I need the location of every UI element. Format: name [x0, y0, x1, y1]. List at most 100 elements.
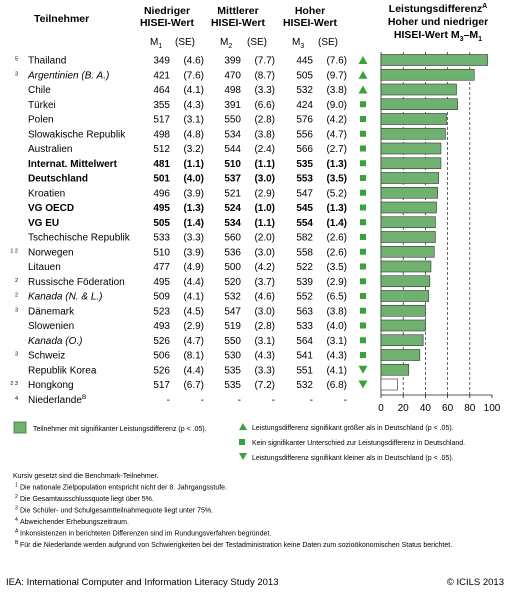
row-se-high: (4.1): [326, 365, 347, 376]
row-se-mid: (3.3): [254, 85, 275, 96]
table-row: Internat. Mittelwert 481 (1.1) 510 (1.1) 535 (…: [28, 157, 442, 170]
row-country-name: Litauen: [28, 262, 61, 273]
table-row: Slowenien 493 (2.9) 519 (2.8) 533 (4.0): [28, 319, 426, 332]
group-mid-se-label: (SE): [247, 37, 267, 48]
difference-bar: [380, 363, 410, 376]
group-header-high: Hoher HISEI-Wert M3 (SE): [283, 5, 338, 50]
row-se-mid: (4.2): [254, 262, 275, 273]
difference-bar: [380, 245, 435, 258]
row-country-name: Tschechische Republik: [28, 233, 131, 244]
row-mean-low: 421: [153, 70, 170, 81]
table-row: 3 Dänemark 523 (4.5) 547 (3.0) 563 (3.8): [15, 304, 426, 317]
footnote-marker: A: [15, 529, 19, 535]
row-mean-low: 526: [153, 336, 170, 347]
row-country-name: Schweiz: [28, 351, 65, 362]
row-mean-high: 554: [296, 218, 313, 229]
difference-bar: [380, 275, 431, 288]
row-se-high: (6.5): [326, 292, 347, 303]
row-mean-high: 445: [296, 56, 313, 67]
row-se-high: (4.3): [326, 351, 347, 362]
row-mean-mid: 399: [224, 56, 241, 67]
difference-title-line1: LeistungsdifferenzA: [389, 3, 487, 15]
row-country-name: NiederlandeB: [28, 394, 86, 406]
row-mean-mid: 535: [224, 380, 241, 391]
row-mean-mid: 534: [224, 129, 241, 140]
difference-bar: [380, 231, 436, 243]
row-se-high: (3.8): [326, 306, 347, 317]
row-se-low: (4.1): [183, 292, 204, 303]
row-country-name: Australien: [28, 144, 72, 155]
row-mean-low: 349: [153, 56, 170, 67]
footnote-marker: 3: [15, 506, 18, 512]
group-mid-line1: Mittlerer: [217, 5, 258, 17]
footnote-marker: B: [15, 540, 19, 546]
row-mean-mid: 535: [224, 365, 241, 376]
table-row: 3 Schweiz 506 (8.1) 530 (4.3) 541 (4.3): [15, 349, 421, 362]
row-se-low: (4.0): [183, 174, 204, 185]
row-mean-high: 545: [296, 203, 313, 214]
legend-square-label: Kein signifikanter Unterschied zur Leist…: [252, 440, 465, 447]
sig-square-icon: [360, 101, 366, 108]
legend-green-box: [13, 421, 27, 434]
x-axis: 0 20 40 60 80 100: [378, 394, 501, 414]
row-se-high: (2.9): [326, 277, 347, 288]
sig-square-icon: [360, 160, 366, 167]
table-row: VG OECD 495 (1.3) 524 (1.0) 545 (1.3): [28, 201, 437, 214]
row-mean-high: 535: [296, 159, 313, 170]
footnote-text: Die nationale Zielpopulation entspricht …: [20, 485, 227, 492]
row-se-high: (4.2): [326, 115, 347, 126]
row-mean-high: 424: [296, 100, 313, 111]
footnote-text: Abweichender Erhebungszeitraum.: [20, 519, 129, 526]
sig-square-icon: [360, 130, 366, 137]
row-se-low: (3.9): [183, 188, 204, 199]
table-row: Deutschland 501 (4.0) 537 (3.0) 553 (3.5): [28, 172, 440, 185]
row-se-high: (2.6): [326, 233, 347, 244]
participant-column-header: Teilnehmer: [34, 13, 89, 25]
row-mean-mid: 534: [224, 218, 241, 229]
row-se-low: (4.6): [183, 56, 204, 67]
sig-square-icon: [360, 175, 366, 181]
group-low-se-label: (SE): [175, 37, 195, 48]
row-country-name: Dänemark: [28, 306, 75, 317]
difference-bar: [380, 157, 442, 170]
table-row: Slowakische Republik 498 (4.8) 534 (3.8) 556 (…: [28, 127, 446, 140]
row-country-name: Polen: [28, 115, 54, 126]
row-se-high: (4.7): [326, 129, 347, 140]
difference-bar: [380, 319, 426, 332]
sig-up-triangle-icon: [358, 70, 368, 79]
row-mean-high: -: [310, 395, 313, 406]
row-mean-mid: 550: [224, 336, 241, 347]
x-tick-label: 40: [420, 403, 432, 414]
row-se-mid: (6.6): [254, 100, 275, 111]
legend-up-label: Leistungsdifferenz signifikant größer al…: [252, 425, 454, 432]
row-mean-mid: 470: [224, 70, 241, 81]
sig-square-icon: [360, 352, 366, 358]
x-tick-label: 80: [464, 403, 476, 414]
footnote-marker: 1: [15, 483, 18, 489]
difference-bar: [380, 113, 447, 125]
row-footnote-marker: 3: [15, 71, 18, 77]
row-se-low: (4.3): [183, 100, 204, 111]
row-mean-low: -: [167, 395, 170, 406]
row-mean-mid: 519: [224, 321, 241, 332]
row-se-low: (3.2): [183, 144, 204, 155]
sig-down-triangle-icon: [358, 365, 368, 374]
row-footnote-marker: 3: [15, 352, 18, 358]
row-mean-high: 552: [296, 292, 313, 303]
row-se-low: (3.9): [183, 247, 204, 258]
row-mean-low: 506: [153, 351, 170, 362]
sig-square-icon: [360, 278, 366, 285]
row-country-name: Hongkong: [28, 380, 74, 391]
footer-copyright: © ICILS 2013: [447, 577, 504, 588]
row-mean-mid: 498: [224, 85, 241, 96]
row-mean-high: 505: [296, 70, 313, 81]
x-tick-label: 20: [398, 403, 410, 414]
table-row: Australien 512 (3.2) 544 (2.4) 566 (2.7): [28, 142, 442, 155]
row-mean-low: 512: [153, 144, 170, 155]
row-mean-low: 505: [153, 218, 170, 229]
sig-square-icon: [360, 204, 366, 211]
row-mean-low: 464: [153, 85, 170, 96]
row-country-name: Republik Korea: [28, 365, 97, 376]
row-se-mid: (8.7): [254, 70, 275, 81]
row-se-high: (7.6): [326, 56, 347, 67]
